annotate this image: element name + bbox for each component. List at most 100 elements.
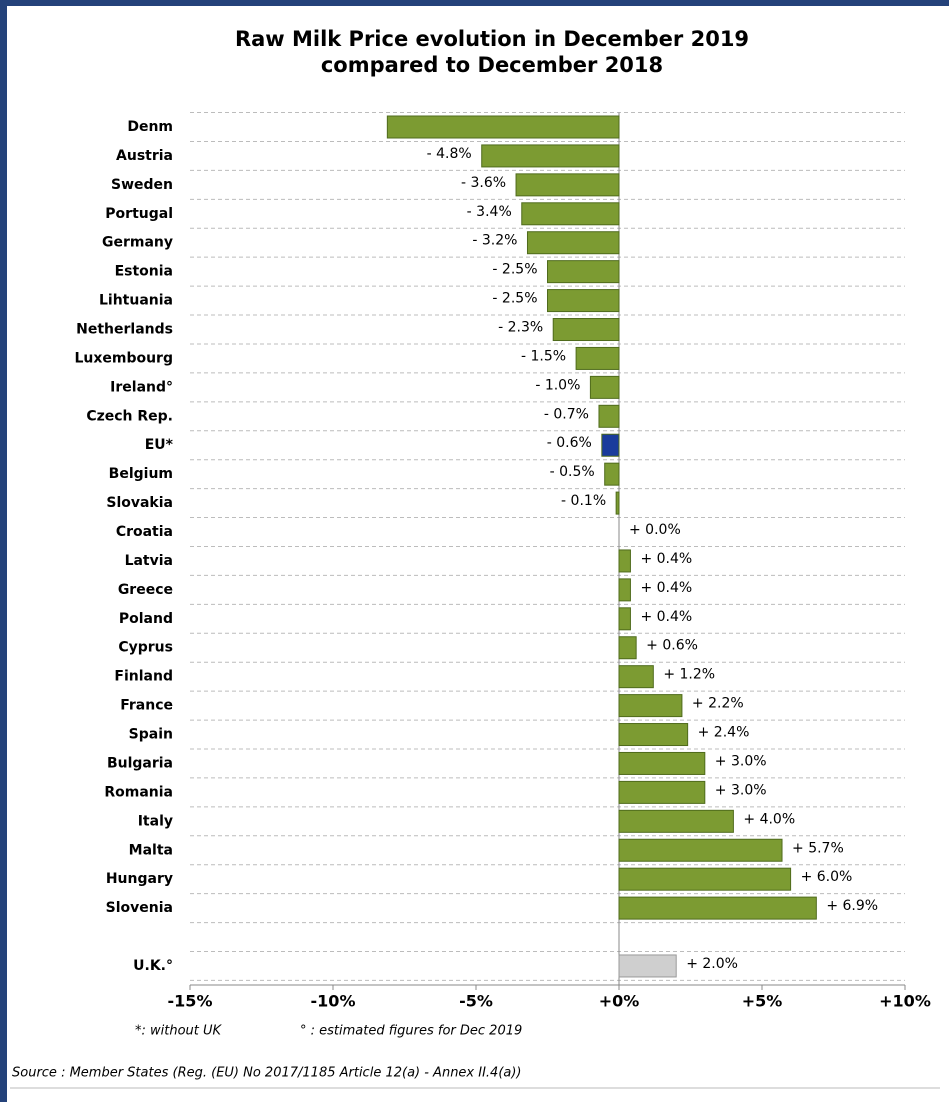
bar (618, 896, 817, 920)
bar (589, 375, 620, 399)
y-tick-label: Sweden (111, 177, 173, 193)
chart-title: compared to December 2018 (321, 53, 663, 77)
data-label: - 2.5% (492, 262, 537, 278)
y-tick-label: Croatia (116, 524, 173, 540)
y-tick-label: Netherlands (76, 322, 173, 338)
y-tick-label: Ireland° (110, 379, 173, 395)
bar (515, 173, 620, 197)
y-tick-label: Bulgaria (107, 755, 173, 771)
y-tick-label: Austria (116, 148, 173, 164)
data-label: + 0.4% (640, 609, 692, 625)
y-tick-label: Belgium (109, 466, 173, 482)
bar (618, 867, 792, 891)
data-label: + 0.4% (640, 580, 692, 596)
data-label: - 3.2% (472, 233, 517, 249)
y-tick-label: Malta (129, 842, 173, 858)
bar (386, 115, 620, 139)
bar (575, 346, 620, 370)
data-label: - 4.8% (427, 146, 472, 162)
y-tick-label: Poland (119, 611, 173, 627)
source: Source : Member States (Reg. (EU) No 201… (12, 1066, 522, 1081)
y-tick-label: Latvia (125, 553, 173, 569)
data-label: + 0.0% (629, 522, 681, 538)
y-tick-label: Finland (114, 669, 173, 685)
frame (0, 0, 7, 1102)
data-label: + 3.0% (715, 753, 767, 769)
x-tick-label: -15% (168, 992, 213, 1011)
bar (618, 723, 689, 747)
data-label: + 2.0% (686, 956, 738, 972)
y-tick-label: EU* (145, 437, 174, 453)
data-label: + 3.0% (715, 782, 767, 798)
y-tick-label: Greece (118, 582, 173, 598)
data-label: + 0.6% (646, 638, 698, 654)
data-label: - 3.6% (461, 175, 506, 191)
y-tick-label: Cyprus (118, 640, 173, 656)
chart-title: Raw Milk Price evolution in December 201… (235, 27, 749, 51)
footnote: *: without UK (135, 1024, 223, 1039)
y-tick-label: Denm (127, 119, 173, 135)
data-label: + 2.2% (692, 696, 744, 712)
y-tick-label: Lihtuania (99, 293, 173, 309)
data-label: + 4.0% (743, 811, 795, 827)
data-label: + 6.9% (826, 898, 878, 914)
data-label: - 2.5% (492, 291, 537, 307)
y-tick-label: U.K.° (133, 958, 173, 974)
bar (601, 433, 620, 457)
bar (618, 780, 706, 804)
x-tick-label: -5% (459, 992, 493, 1011)
y-tick-label: Slovakia (106, 495, 173, 511)
bar (547, 289, 620, 313)
y-tick-label: Czech Rep. (86, 408, 173, 424)
data-label: + 2.4% (698, 725, 750, 741)
bar (618, 694, 683, 718)
data-label: + 1.2% (663, 667, 715, 683)
data-label: + 5.7% (792, 840, 844, 856)
bar (618, 665, 654, 689)
bar (618, 954, 677, 978)
bar (615, 491, 620, 515)
bar (521, 202, 620, 226)
y-tick-label: Italy (138, 813, 173, 829)
frame (0, 0, 949, 6)
bar (552, 318, 620, 342)
bar (604, 462, 620, 486)
data-label: - 0.6% (547, 435, 592, 451)
bar (526, 231, 620, 255)
x-tick-label: +5% (742, 992, 783, 1011)
bar (618, 636, 637, 660)
bar (618, 809, 734, 833)
bar (547, 260, 620, 284)
y-tick-label: Spain (129, 727, 173, 743)
y-tick-label: Luxembourg (74, 350, 173, 366)
data-label: - 0.1% (561, 493, 606, 509)
data-label: - 1.5% (521, 348, 566, 364)
x-tick-label: +10% (879, 992, 931, 1011)
footnote: ° : estimated figures for Dec 2019 (300, 1024, 522, 1039)
bar (598, 404, 620, 428)
bar (618, 549, 631, 573)
bar (618, 751, 706, 775)
data-label: - 2.3% (498, 320, 543, 336)
y-tick-label: France (120, 698, 173, 714)
x-tick-label: +0% (599, 992, 640, 1011)
bar (618, 607, 631, 631)
data-label: + 0.4% (640, 551, 692, 567)
y-tick-label: Hungary (106, 871, 173, 887)
y-tick-label: Estonia (115, 264, 173, 280)
y-tick-label: Germany (102, 235, 173, 251)
data-label: - 3.4% (467, 204, 512, 220)
data-label: - 0.7% (544, 406, 589, 422)
y-tick-label: Slovenia (106, 900, 173, 916)
y-tick-label: Portugal (105, 206, 173, 222)
data-label: - 1.0% (535, 377, 580, 393)
data-label: + 6.0% (801, 869, 853, 885)
bar (618, 578, 631, 602)
data-label: - 0.5% (550, 464, 595, 480)
bar (481, 144, 620, 168)
bar (618, 838, 783, 862)
y-tick-label: Romania (104, 784, 173, 800)
x-tick-label: -10% (311, 992, 356, 1011)
